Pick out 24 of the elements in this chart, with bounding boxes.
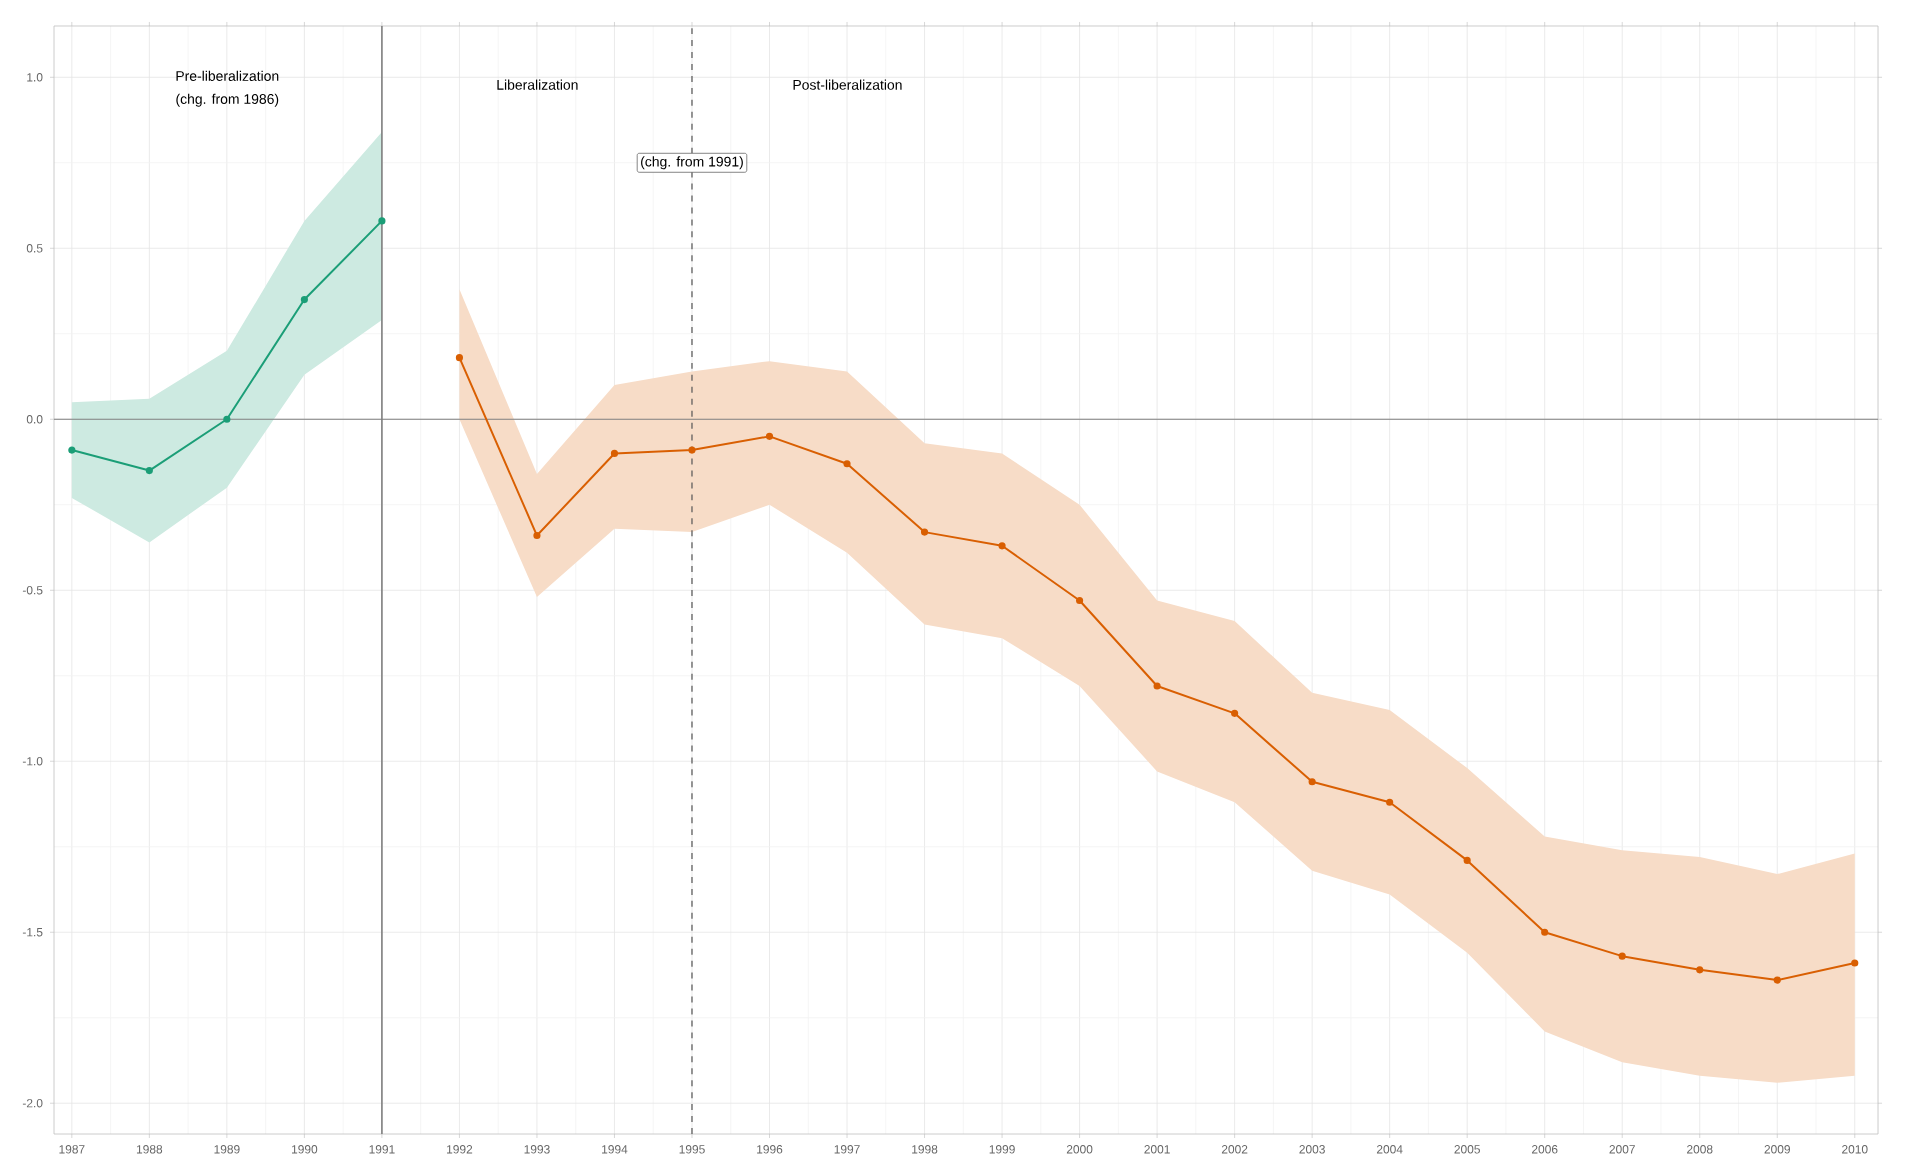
point xyxy=(688,446,696,454)
point xyxy=(1386,798,1394,806)
point xyxy=(1696,966,1704,974)
point xyxy=(223,415,231,423)
point xyxy=(1541,928,1549,936)
point xyxy=(1153,682,1161,690)
point xyxy=(533,531,541,540)
point xyxy=(378,217,386,225)
point xyxy=(1231,709,1239,717)
point xyxy=(145,466,153,475)
point xyxy=(843,460,851,468)
point xyxy=(300,295,308,304)
point xyxy=(1075,596,1084,605)
point xyxy=(455,354,464,362)
point xyxy=(998,542,1006,550)
point xyxy=(68,446,76,454)
point xyxy=(1463,856,1471,865)
point xyxy=(1851,959,1859,967)
point xyxy=(1773,976,1781,984)
point xyxy=(610,449,619,458)
point xyxy=(765,432,774,440)
point xyxy=(920,528,929,536)
point xyxy=(1308,778,1316,786)
point xyxy=(1618,952,1626,960)
